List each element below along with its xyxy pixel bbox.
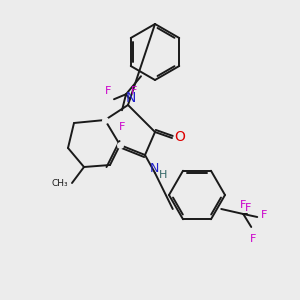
Text: H: H bbox=[159, 170, 167, 180]
Text: F: F bbox=[105, 86, 111, 96]
Text: N: N bbox=[126, 91, 136, 105]
Text: F: F bbox=[119, 122, 125, 132]
Text: CH₃: CH₃ bbox=[51, 179, 68, 188]
Text: N: N bbox=[149, 161, 159, 175]
Text: F: F bbox=[240, 200, 246, 210]
Text: F: F bbox=[131, 86, 137, 96]
Text: F: F bbox=[245, 203, 252, 213]
Text: F: F bbox=[261, 210, 268, 220]
Text: O: O bbox=[175, 130, 185, 144]
Text: F: F bbox=[250, 234, 256, 244]
